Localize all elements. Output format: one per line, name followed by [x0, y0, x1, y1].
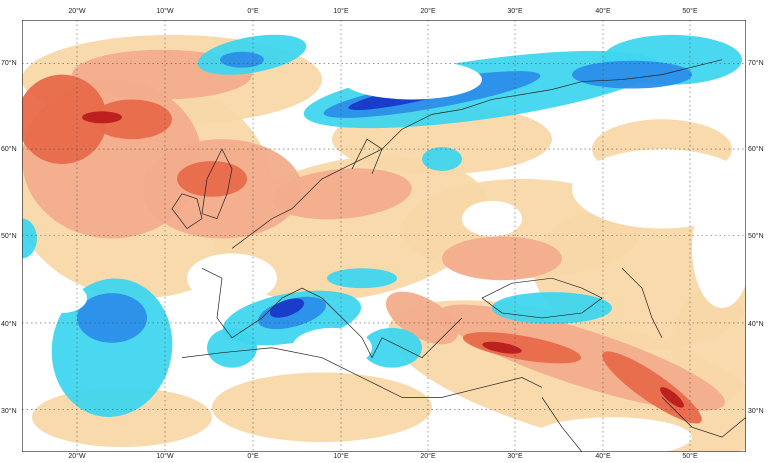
anomaly-patch	[22, 218, 37, 259]
anomaly-patch	[462, 332, 582, 364]
anomaly-patch	[660, 387, 684, 408]
anomaly-patch	[385, 291, 459, 345]
anomaly-patch	[77, 293, 147, 343]
coastline	[351, 138, 383, 175]
neutral-area	[532, 417, 692, 452]
lon-label: 10°W	[156, 453, 174, 460]
lon-label: 10°W	[156, 8, 174, 15]
anomaly-patch	[22, 74, 107, 164]
coastline	[181, 347, 543, 398]
lon-label: 30°E	[507, 453, 523, 460]
anomaly-map	[22, 20, 746, 452]
lon-label: 20°W	[68, 453, 86, 460]
lat-label: 60°N	[748, 146, 764, 153]
neutral-area	[692, 188, 746, 308]
lon-label: 50°E	[682, 453, 698, 460]
lon-label: 20°E	[420, 8, 436, 15]
anomaly-patch	[177, 161, 247, 197]
lon-label: 20°E	[420, 453, 436, 460]
lat-label: 70°N	[1, 60, 17, 67]
anomaly-patch	[422, 147, 462, 171]
anomaly-patch	[269, 298, 305, 318]
lat-label: 60°N	[1, 146, 17, 153]
anomaly-patch	[572, 60, 692, 89]
lat-label: 30°N	[748, 408, 764, 415]
coastlines	[171, 59, 746, 452]
neutral-area	[187, 253, 277, 304]
coastline	[661, 397, 746, 438]
coastline	[541, 397, 583, 452]
lon-label: 0°E	[247, 453, 259, 460]
anomaly-patch	[482, 341, 522, 354]
coastline	[201, 267, 463, 359]
coastline	[621, 268, 663, 338]
coastline	[481, 277, 603, 319]
anomaly-patch	[362, 327, 422, 368]
anomaly-patch	[82, 111, 122, 124]
anomaly-patch	[442, 236, 562, 281]
neutral-area	[292, 327, 372, 368]
lon-label: 10°E	[333, 453, 349, 460]
coastline	[201, 148, 233, 220]
anomaly-patch	[272, 168, 412, 220]
anomaly-patch	[492, 292, 612, 324]
neutral-area	[342, 59, 482, 100]
anomaly-patch	[327, 268, 397, 289]
graticule	[22, 20, 746, 452]
lat-label: 30°N	[1, 408, 17, 415]
lon-label: 50°E	[682, 8, 698, 15]
coastline	[231, 59, 723, 249]
lon-label: 0°E	[247, 8, 259, 15]
neutral-area	[462, 200, 522, 237]
lon-label: 40°E	[595, 453, 611, 460]
lat-label: 50°N	[748, 233, 764, 240]
lon-label: 20°W	[68, 8, 86, 15]
anomaly-patch	[92, 99, 172, 140]
anomaly-patch	[207, 327, 257, 368]
neutral-area	[37, 283, 87, 313]
lat-label: 70°N	[748, 60, 764, 67]
lat-label: 40°N	[748, 321, 764, 328]
anomaly-patch	[212, 372, 432, 443]
lat-label: 40°N	[1, 321, 17, 328]
lon-label: 30°E	[507, 8, 523, 15]
lat-label: 50°N	[1, 233, 17, 240]
lon-label: 40°E	[595, 8, 611, 15]
coastline	[171, 193, 203, 230]
lon-label: 10°E	[333, 8, 349, 15]
anomaly-patch	[220, 51, 264, 68]
